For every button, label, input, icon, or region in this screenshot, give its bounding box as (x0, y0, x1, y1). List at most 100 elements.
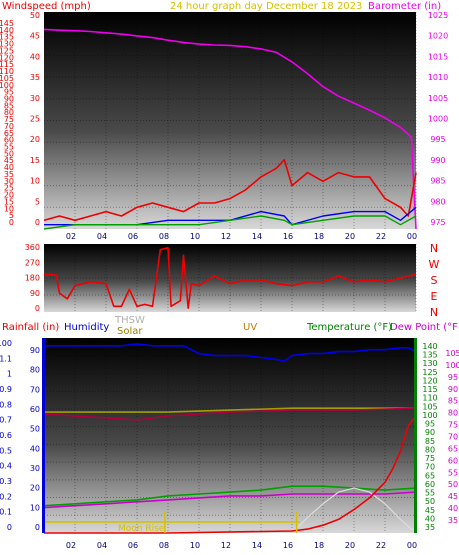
x-axis-tick: 06 (128, 232, 138, 241)
x-axis-tick: 16 (283, 232, 293, 241)
middle-tick: 35 (30, 73, 40, 82)
x-axis-tick: 06 (128, 541, 138, 550)
x-axis-tick: 00 (407, 232, 417, 241)
middle-tick: 50 (30, 11, 40, 20)
windspeed-tick: 20 (4, 191, 14, 200)
middle-tick: 40 (30, 52, 40, 61)
humidity-tick: 20 (30, 484, 40, 493)
temperature-tick: 140 (422, 342, 437, 351)
rainfall-axis-label: Rainfall (in) (2, 322, 59, 333)
rainfall-tick: 0.1 (0, 508, 12, 517)
barometer-tick: 985 (430, 177, 445, 186)
wind-gust-series-line (43, 158, 417, 222)
dewpoint-tick: 40 (448, 504, 458, 513)
chart-title: 24 hour graph day December 18 2023 (170, 1, 362, 12)
rainfall-tick: 1.1 (0, 354, 12, 363)
dewpoint-tick: 60 (448, 456, 458, 465)
windspeed-tick: 135 (0, 33, 14, 42)
windspeed-tick: 75 (4, 115, 14, 124)
windspeed-tick: 70 (4, 122, 14, 131)
temperature-tick: 55 (425, 489, 435, 498)
middle-tick: 15 (30, 156, 40, 165)
middle-tick: 20 (30, 135, 40, 144)
temperature-tick: 85 (425, 437, 435, 446)
windspeed-axis-label: Windspeed (mph) (2, 1, 91, 12)
windspeed-tick: 35 (4, 170, 14, 179)
windspeed-tick: 45 (4, 156, 14, 165)
rainfall-tick: 0.7 (0, 416, 12, 425)
x-axis-tick: 10 (190, 541, 200, 550)
direction-tick: 360 (25, 243, 40, 252)
dewpoint-tick: 80 (448, 409, 458, 418)
humidity-tick: 60 (30, 405, 40, 414)
temperature-tick: 50 (425, 497, 435, 506)
humidity-tick: 30 (30, 464, 40, 473)
humidity-tick: 40 (30, 444, 40, 453)
x-axis-tick: 14 (252, 232, 262, 241)
x-axis-tick: 16 (283, 541, 293, 550)
rainfall-tick: 0.5 (0, 446, 12, 455)
x-axis-tick: 22 (376, 541, 386, 550)
temperature-tick: 65 (425, 471, 435, 480)
x-axis-tick: 02 (66, 232, 76, 241)
dewpoint-tick: 55 (448, 468, 458, 477)
x-axis-tick: 20 (345, 232, 355, 241)
humidity-tick: 10 (30, 503, 40, 512)
temperature-axis-label: Temperature (°F) (306, 322, 392, 333)
windspeed-tick: 105 (0, 74, 14, 83)
windspeed-tick: 110 (0, 67, 14, 76)
temperature-tick: 135 (422, 351, 437, 360)
windspeed-tick: 85 (4, 101, 14, 110)
windspeed-tick: 65 (4, 129, 14, 138)
windspeed-tick: 120 (0, 53, 14, 62)
barometer-tick: 975 (430, 218, 445, 227)
rainfall-tick: 1 (7, 370, 12, 379)
panel2-background (44, 244, 416, 312)
barometer-tick: 995 (430, 135, 445, 144)
panel1-background (44, 12, 416, 229)
temperature-tick: 80 (425, 445, 435, 454)
windspeed-tick: 125 (0, 46, 14, 55)
temperature-tick: 100 (422, 411, 437, 420)
windspeed-tick: 60 (4, 136, 14, 145)
x-axis-tick: 14 (252, 541, 262, 550)
rainfall-tick: 0.6 (0, 431, 12, 440)
windspeed-tick: 5 (9, 211, 14, 220)
rainfall-tick: 100 (0, 339, 12, 348)
compass-label: W (429, 258, 440, 271)
solar-series-line (291, 487, 417, 534)
barometer-tick: 1015 (428, 52, 448, 61)
dewpoint-tick: 95 (448, 373, 458, 382)
windspeed-tick: 15 (4, 197, 14, 206)
x-axis-tick: 18 (314, 541, 324, 550)
barometer-tick: 1000 (428, 115, 448, 124)
rainfall-tick: 0.4 (0, 462, 12, 471)
temperature-tick: 75 (425, 454, 435, 463)
temperature-tick: 95 (425, 420, 435, 429)
direction-tick: 270 (25, 258, 40, 267)
middle-tick: 5 (35, 197, 40, 206)
thsw-series-line (44, 407, 416, 413)
temperature-tick: 90 (425, 428, 435, 437)
dewpoint-tick: 90 (448, 385, 458, 394)
windspeed-tick: 0 (9, 218, 14, 227)
windspeed-tick: 145 (0, 19, 14, 28)
middle-tick: 10 (30, 177, 40, 186)
barometer-tick: 980 (430, 197, 445, 206)
x-axis-tick: 00 (407, 541, 417, 550)
x-axis-tick: 12 (221, 232, 231, 241)
humidity-tick: 70 (30, 385, 40, 394)
temperature-tick: 70 (425, 463, 435, 472)
temperature-tick: 40 (425, 514, 435, 523)
dewpoint-tick: 45 (448, 492, 458, 501)
dewpoint-tick: 35 (448, 516, 458, 525)
moonrise-label: Moon Rise (118, 524, 165, 534)
rainfall-tick: 0.2 (0, 492, 12, 501)
compass-label: N (430, 242, 438, 255)
windspeed-tick: 30 (4, 177, 14, 186)
direction-tick: 90 (30, 289, 40, 298)
humidity-tick: 80 (30, 366, 40, 375)
direction-tick: 0 (35, 304, 40, 313)
